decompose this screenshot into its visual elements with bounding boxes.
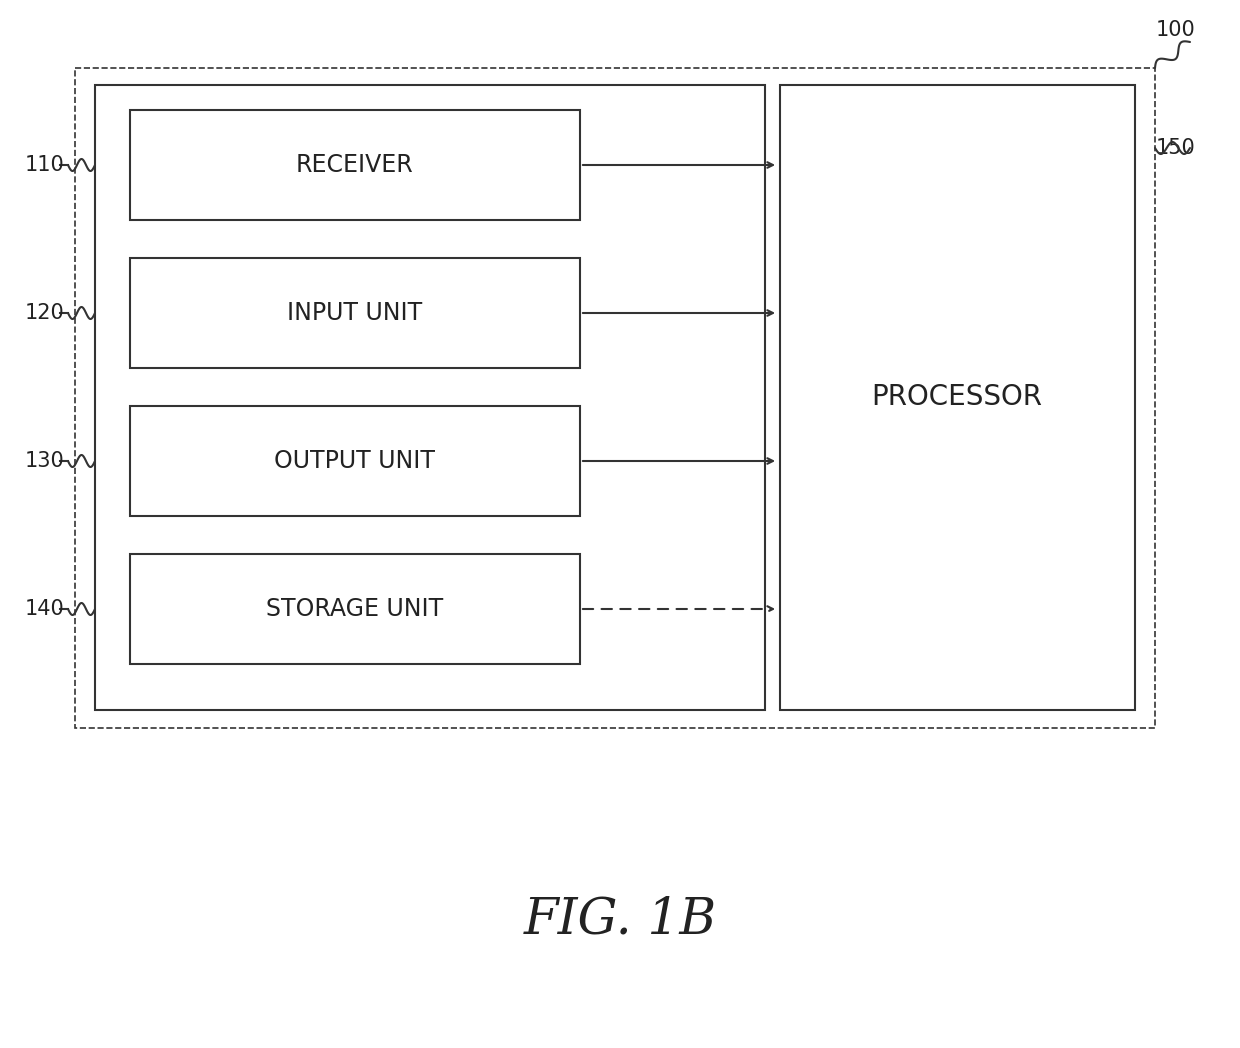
Text: 100: 100 [1156,20,1195,40]
Bar [95,85,765,709]
Text: 120: 120 [25,303,64,323]
Text: 150: 150 [1156,138,1195,158]
Text: OUTPUT UNIT: OUTPUT UNIT [274,449,435,473]
Bar [130,258,580,368]
Bar [74,68,1154,728]
Text: INPUT UNIT: INPUT UNIT [288,301,423,325]
Text: 130: 130 [25,451,64,471]
Text: FIG. 1B: FIG. 1B [523,895,717,944]
Text: 110: 110 [25,155,64,175]
Text: 140: 140 [25,599,64,619]
Bar [780,85,1135,709]
Text: RECEIVER: RECEIVER [296,153,414,177]
Bar [130,110,580,220]
Bar [130,406,580,516]
Text: STORAGE UNIT: STORAGE UNIT [267,597,444,621]
Text: PROCESSOR: PROCESSOR [872,383,1043,411]
Bar [130,554,580,664]
